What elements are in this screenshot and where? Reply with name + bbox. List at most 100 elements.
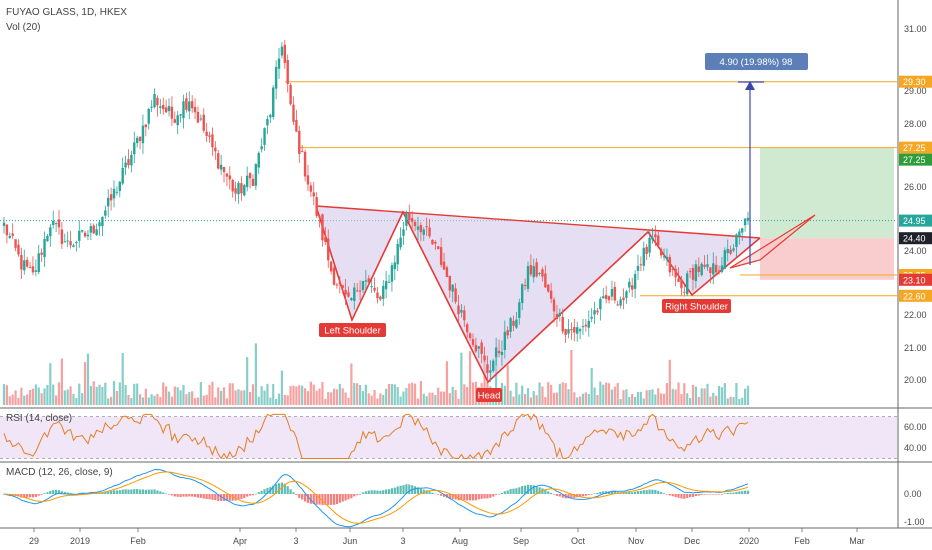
candle[interactable] [680, 279, 683, 289]
candle[interactable] [5, 224, 9, 236]
candle[interactable] [463, 310, 466, 321]
candle[interactable] [628, 281, 631, 288]
candle[interactable] [312, 192, 315, 197]
head-label-box[interactable] [476, 388, 502, 402]
candle[interactable] [130, 154, 133, 166]
candle[interactable] [107, 197, 110, 207]
candle[interactable] [732, 248, 735, 251]
candle[interactable] [179, 114, 182, 116]
candle[interactable] [254, 164, 258, 186]
candle[interactable] [558, 312, 562, 316]
signal-line[interactable] [3, 471, 749, 524]
candle[interactable] [393, 262, 397, 270]
candle[interactable] [593, 310, 596, 315]
candle[interactable] [162, 104, 165, 110]
candle[interactable] [408, 212, 411, 221]
candle[interactable] [315, 197, 318, 216]
candle[interactable] [613, 286, 617, 301]
volume-indicator-label[interactable]: Vol (20) [6, 22, 41, 33]
candle[interactable] [526, 266, 530, 289]
price-tag-current[interactable]: 24.40 [903, 234, 926, 244]
candle[interactable] [384, 281, 388, 290]
candle[interactable] [217, 153, 220, 169]
candle[interactable] [561, 316, 564, 332]
candle[interactable] [133, 142, 136, 155]
candle[interactable] [439, 247, 443, 265]
candle[interactable] [607, 296, 611, 301]
candle[interactable] [8, 235, 11, 238]
candle[interactable] [159, 106, 162, 108]
stop-loss-zone[interactable] [760, 238, 894, 280]
candle[interactable] [208, 135, 211, 137]
candle[interactable] [231, 179, 234, 192]
candle[interactable] [234, 188, 237, 194]
candle[interactable] [486, 364, 489, 373]
candle[interactable] [243, 185, 246, 196]
candle[interactable] [468, 333, 472, 339]
candle[interactable] [674, 268, 677, 278]
candle[interactable] [376, 292, 379, 299]
candle[interactable] [416, 226, 420, 230]
candle[interactable] [712, 263, 715, 275]
candle[interactable] [112, 188, 116, 199]
candle[interactable] [286, 60, 289, 84]
candle[interactable] [492, 360, 495, 371]
candle[interactable] [124, 162, 127, 168]
candle[interactable] [387, 281, 391, 283]
candle[interactable] [735, 234, 738, 247]
candle[interactable] [437, 246, 440, 249]
candle[interactable] [622, 297, 625, 301]
candle[interactable] [743, 218, 747, 226]
candle[interactable] [547, 284, 550, 292]
candle[interactable] [135, 137, 139, 144]
candle[interactable] [245, 175, 249, 188]
candle[interactable] [509, 318, 512, 332]
candle[interactable] [344, 289, 347, 295]
candle[interactable] [289, 84, 292, 105]
candle[interactable] [196, 111, 200, 123]
candle[interactable] [121, 167, 124, 184]
candle[interactable] [714, 264, 718, 273]
candle[interactable] [23, 260, 26, 271]
candle[interactable] [694, 264, 698, 282]
price-tag-target[interactable]: 29.30 [903, 77, 926, 87]
price-tag-stop[interactable]: 23.10 [903, 275, 926, 285]
candle[interactable] [602, 296, 605, 299]
candle[interactable] [69, 241, 72, 246]
candle[interactable] [494, 347, 498, 358]
candle[interactable] [512, 320, 515, 326]
candle[interactable] [625, 291, 628, 298]
candle[interactable] [347, 292, 350, 297]
candle[interactable] [190, 101, 194, 109]
candle[interactable] [266, 118, 269, 126]
candle[interactable] [274, 67, 278, 89]
candle[interactable] [564, 329, 567, 335]
neckline[interactable] [315, 205, 761, 239]
candle[interactable] [156, 97, 159, 106]
candle[interactable] [104, 210, 107, 216]
candle[interactable] [219, 164, 223, 170]
candle[interactable] [138, 136, 142, 141]
candle[interactable] [373, 287, 376, 291]
candle[interactable] [665, 256, 669, 260]
candle[interactable] [2, 222, 6, 226]
candle[interactable] [578, 329, 582, 332]
risk-reward-zones[interactable] [0, 81, 897, 297]
candle[interactable] [506, 330, 509, 336]
candle[interactable] [720, 265, 724, 272]
candle[interactable] [269, 114, 272, 118]
candle[interactable] [193, 106, 197, 113]
candle[interactable] [419, 225, 423, 233]
head-and-shoulders-pattern[interactable] [315, 205, 816, 384]
candle[interactable] [364, 280, 368, 282]
rsi-line[interactable] [3, 413, 749, 460]
candle[interactable] [691, 267, 695, 280]
candle[interactable] [500, 351, 504, 356]
candle[interactable] [518, 302, 521, 318]
candle[interactable] [46, 235, 49, 242]
candle[interactable] [72, 245, 75, 247]
candle[interactable] [706, 264, 709, 268]
candle[interactable] [237, 182, 240, 195]
candle[interactable] [489, 370, 492, 373]
